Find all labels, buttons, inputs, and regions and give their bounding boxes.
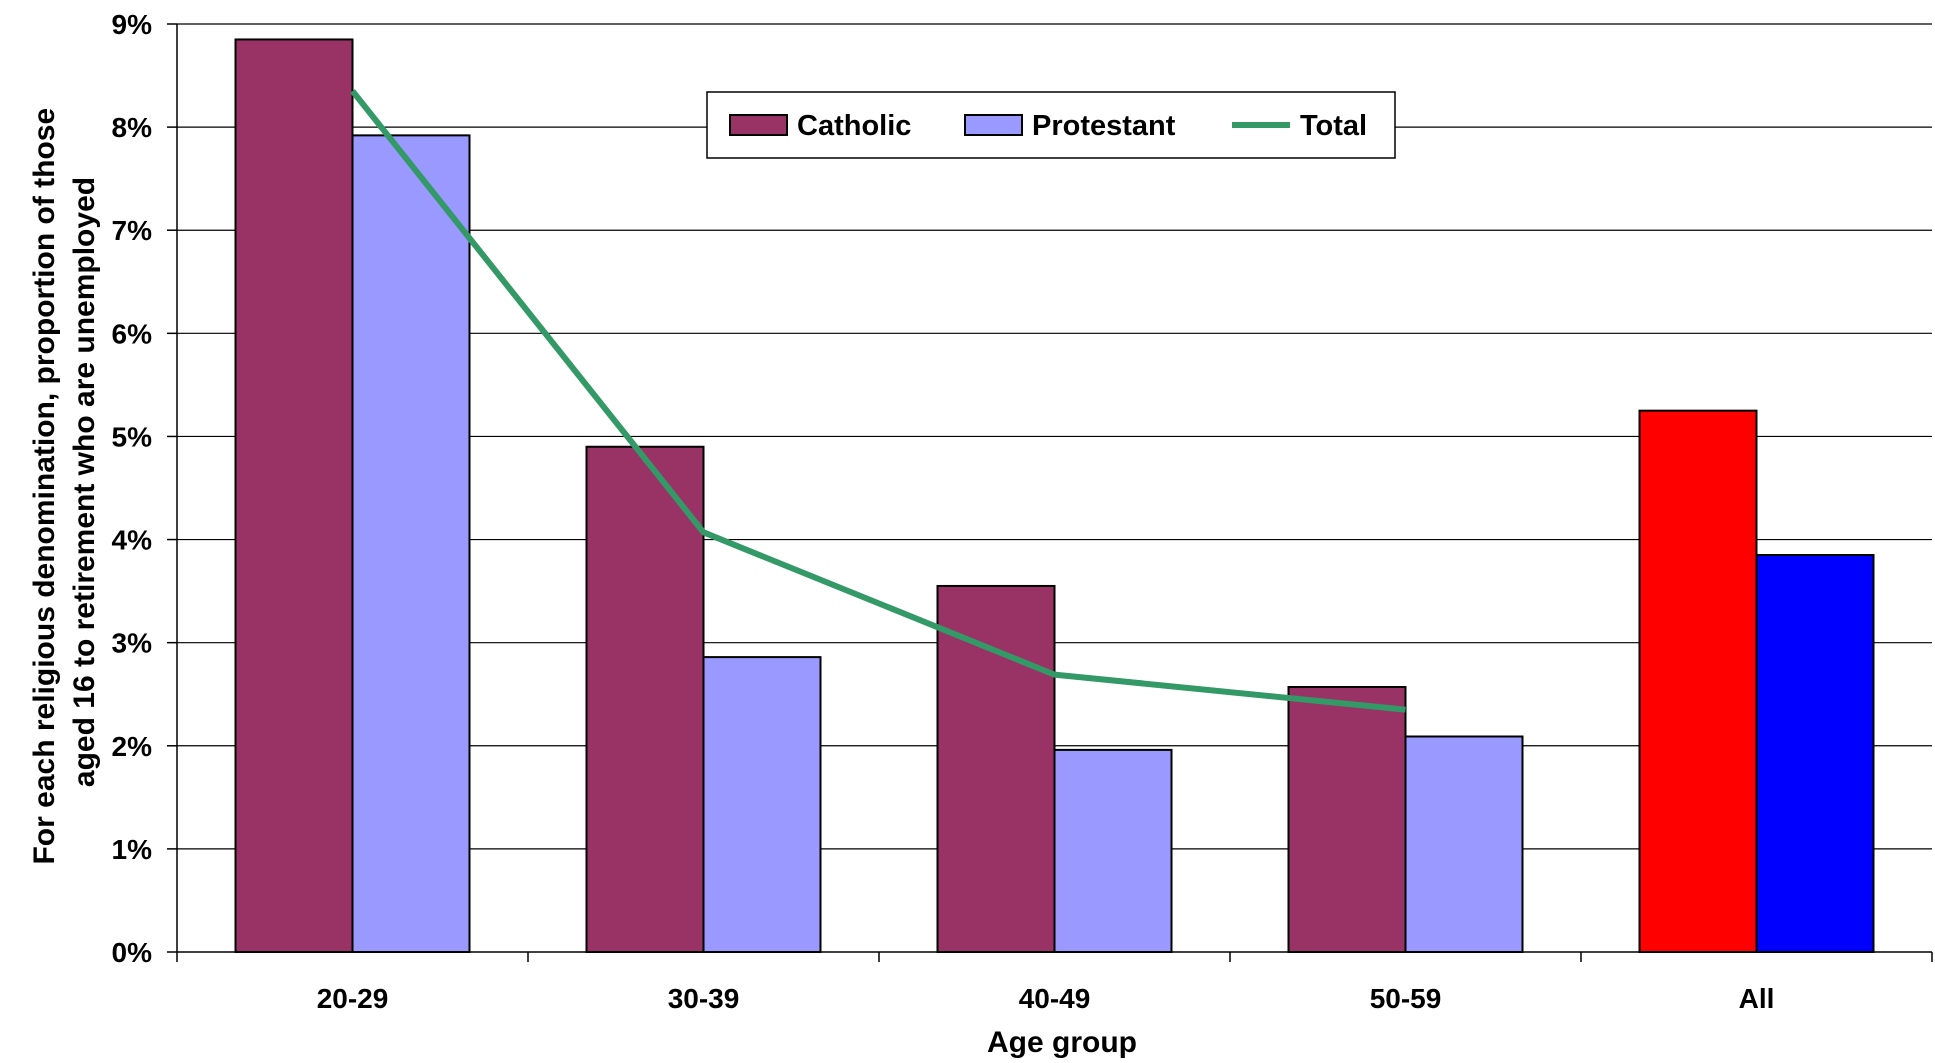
bar-protestant-30-39 <box>702 656 822 953</box>
bar-catholic-50-59 <box>1287 686 1407 953</box>
legend-label-total: Total <box>1300 110 1367 142</box>
x-tick-label: 50-59 <box>1370 983 1442 1014</box>
line-total <box>350 89 1406 713</box>
bar-catholic-all <box>1638 409 1758 953</box>
legend-swatch-protestant <box>964 114 1023 136</box>
axes: 0% 1% 2% 3% 4% 5% 6% 7% 8% 9% 20-29 30-39 40-49 50-59… <box>112 9 1933 1014</box>
y-tick-label: 5% <box>112 421 153 452</box>
y-tick-label: 3% <box>112 628 153 659</box>
x-tick-label: 40-49 <box>1019 983 1091 1014</box>
y-tick-label: 7% <box>112 215 153 246</box>
y-tick-label: 9% <box>112 9 153 40</box>
y-tick-label: 8% <box>112 112 153 143</box>
bar-protestant-40-49 <box>1053 748 1173 953</box>
bar-catholic-30-39 <box>585 445 705 953</box>
bar-protestant-all <box>1755 554 1875 953</box>
x-tick-label: 30-39 <box>668 983 740 1014</box>
legend-label-catholic: Catholic <box>797 110 911 142</box>
y-tick-label: 6% <box>112 318 153 349</box>
bar-catholic-40-49 <box>936 584 1056 953</box>
y-tick-label: 1% <box>112 834 153 865</box>
x-tick-label: All <box>1739 983 1775 1014</box>
y-tick-label: 4% <box>112 525 153 556</box>
bar-protestant-50-59 <box>1404 735 1524 954</box>
bars <box>234 38 1875 954</box>
legend-label-protestant: Protestant <box>1032 110 1176 142</box>
legend-swatch-catholic <box>729 114 788 136</box>
bar-protestant-20-29 <box>351 134 471 954</box>
x-axis-label: Age group <box>987 1026 1137 1059</box>
total-line-layer <box>350 89 1406 713</box>
bar-catholic-20-29 <box>234 38 354 953</box>
legend: Catholic Protestant Total <box>706 91 1396 159</box>
x-tick-label: 20-29 <box>317 983 389 1014</box>
y-axis-label-line-2: aged 16 to retirement who are unemployed <box>68 177 101 787</box>
y-axis-label-line-1: For each religious denomination, proport… <box>28 108 61 865</box>
y-tick-label: 2% <box>112 731 153 762</box>
y-tick-label: 0% <box>112 937 153 968</box>
y-axis-label: For each religious denomination, proport… <box>28 99 101 864</box>
